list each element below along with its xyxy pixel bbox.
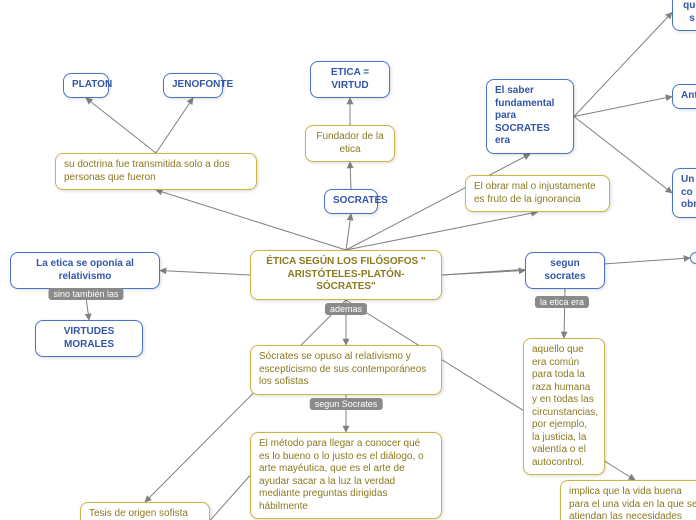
node-ante[interactable]: Ante: [672, 84, 696, 109]
node-uncog[interactable]: Un co obrar: [672, 168, 696, 218]
node-root[interactable]: ÉTICA SEGÚN LOS FILÓSOFOS " ARISTÓTELES-…: [250, 250, 442, 300]
node-obrarMal[interactable]: El obrar mal o injustamente es fruto de …: [465, 175, 610, 212]
node-rightPart[interactable]: [690, 252, 696, 264]
edge: [156, 98, 193, 153]
edge: [160, 271, 250, 276]
edge-label: sino también las: [48, 288, 123, 300]
node-virtMor[interactable]: VIRTUDES MORALES: [35, 320, 143, 357]
node-segunSoc[interactable]: segun socrates: [525, 252, 605, 289]
node-platon[interactable]: PLATON: [63, 73, 109, 98]
node-socrates[interactable]: SOCRATES: [324, 189, 378, 214]
edge-label: segun Socrates: [310, 398, 383, 410]
edge-label: la etica era: [535, 296, 589, 308]
node-docTrans[interactable]: su doctrina fue transmitida solo a dos p…: [55, 153, 257, 190]
edge-label: ademas: [325, 303, 367, 315]
edge: [442, 271, 525, 276]
node-aquello[interactable]: aquello que era común para toda la raza …: [523, 338, 605, 475]
edge: [346, 214, 351, 250]
edge: [346, 212, 538, 250]
node-eticaVirt[interactable]: ETICA = VIRTUD: [310, 61, 390, 98]
node-saberFund[interactable]: El saber fundamental para SOCRATES era: [486, 79, 574, 154]
edge: [574, 97, 672, 117]
node-tesis[interactable]: Tesis de origen sofista de que la virtud…: [80, 502, 210, 520]
edge: [574, 13, 672, 117]
edge: [210, 476, 250, 520]
node-jenofonte[interactable]: JENOFONTE: [163, 73, 223, 98]
node-opuso[interactable]: Sócrates se opuso al relativismo y escep…: [250, 345, 442, 395]
edge: [86, 98, 156, 153]
node-metodo[interactable]: El método para llegar a conocer qué es l…: [250, 432, 442, 519]
edge: [350, 162, 351, 189]
edge: [156, 190, 346, 250]
node-relativ[interactable]: La etica se oponía al relativismo: [10, 252, 160, 289]
node-topPartial[interactable]: que s: [672, 0, 696, 31]
node-implica[interactable]: implica que la vida buena para el una vi…: [560, 480, 696, 520]
node-fundador[interactable]: Fundador de la etica: [305, 125, 395, 162]
